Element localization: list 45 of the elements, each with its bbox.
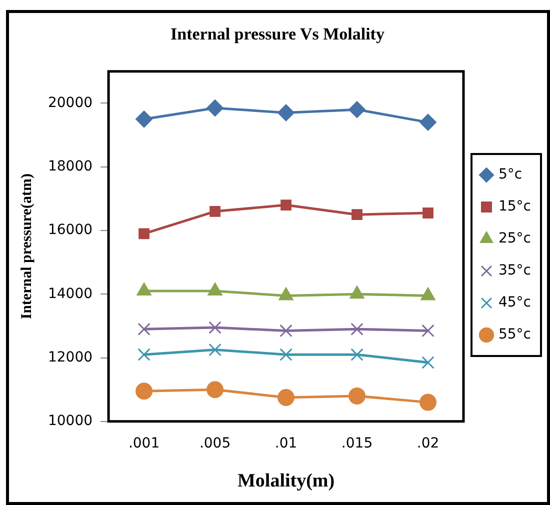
- y-tick-label: 18000: [48, 158, 93, 174]
- point: [138, 348, 150, 361]
- point: [138, 228, 150, 240]
- legend-label: 55°c: [498, 326, 532, 343]
- point: [348, 101, 366, 118]
- point: [280, 348, 292, 361]
- x-tick-label: .001: [128, 435, 160, 452]
- point: [350, 322, 364, 336]
- x-tick-label: .015: [341, 435, 373, 452]
- point: [278, 389, 295, 406]
- point: [210, 206, 220, 217]
- point: [422, 324, 434, 338]
- legend-label: 35°c: [498, 262, 532, 279]
- x-tick-label: .01: [274, 435, 298, 452]
- legend-label: 5°c: [498, 166, 522, 183]
- point: [419, 394, 436, 411]
- x-axis-title: Molality(m): [237, 470, 335, 492]
- point: [352, 209, 362, 220]
- point: [422, 356, 434, 369]
- x-tick-label: .02: [416, 435, 440, 452]
- point: [419, 114, 436, 131]
- x-tick-label: .005: [199, 435, 231, 452]
- point: [348, 387, 366, 404]
- y-tick-label: 20000: [48, 94, 93, 111]
- chart-title: Internal pressure Vs Molality: [170, 24, 385, 44]
- y-tick-label: 12000: [48, 349, 93, 366]
- y-tick-label: 14000: [48, 286, 93, 302]
- legend-label: 45°c: [498, 294, 532, 311]
- legend-label: 25°c: [498, 230, 532, 247]
- legend-label: 15°c: [498, 198, 532, 215]
- point: [136, 110, 153, 128]
- point: [422, 208, 434, 218]
- point: [206, 99, 224, 116]
- point: [278, 104, 295, 122]
- point: [138, 322, 150, 336]
- point: [206, 381, 224, 398]
- point: [350, 348, 364, 361]
- point: [208, 321, 222, 334]
- point: [280, 324, 292, 338]
- y-axis-title: Internal pressure(atm): [18, 174, 35, 320]
- point: [208, 343, 222, 356]
- point: [136, 382, 153, 400]
- point: [280, 200, 292, 210]
- y-tick-label: 10000: [48, 413, 93, 430]
- y-tick-label: 16000: [48, 222, 93, 238]
